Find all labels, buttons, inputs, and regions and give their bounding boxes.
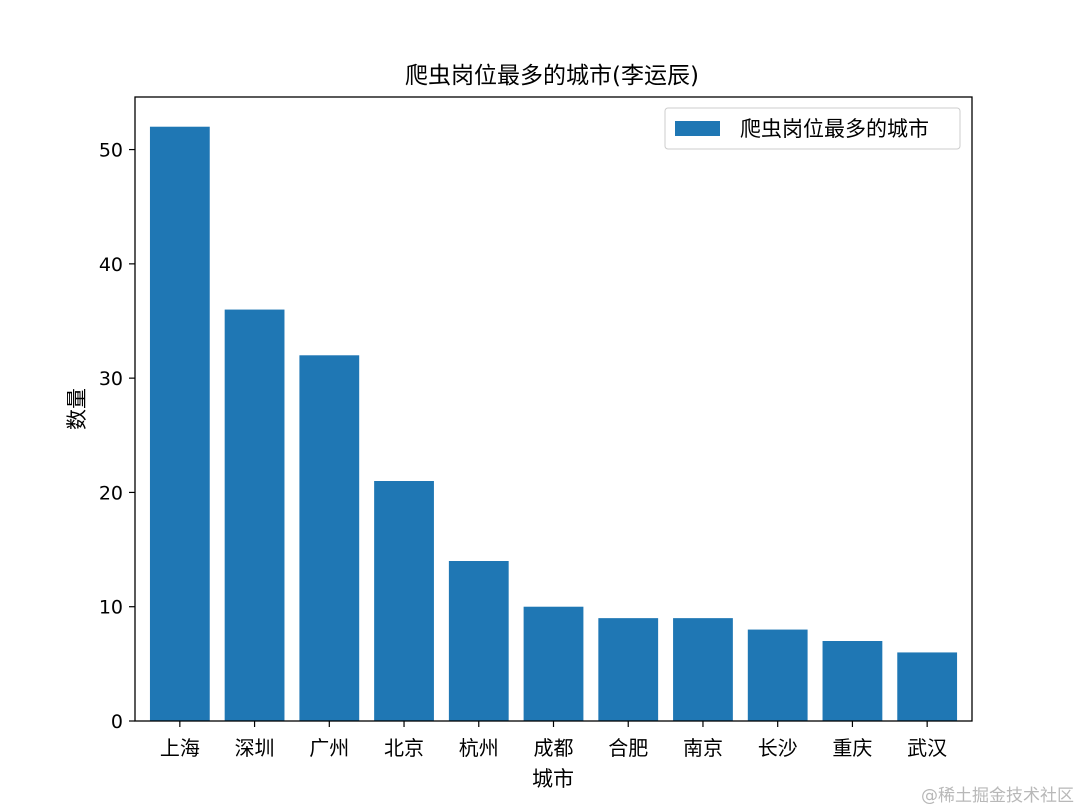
- bar-8: [747, 629, 808, 721]
- x-axis: 上海 深圳 广州 北京 杭州 成都 合肥 南京 长沙 重庆 武汉: [160, 721, 947, 760]
- x-tick-label: 长沙: [758, 736, 798, 760]
- watermark: @稀土掘金技术社区: [921, 786, 1074, 806]
- legend-label: 爬虫岗位最多的城市: [740, 117, 929, 141]
- y-tick-label: 0: [111, 711, 123, 733]
- y-tick-label: 20: [99, 482, 123, 504]
- bar-10: [897, 652, 958, 721]
- bar-4: [448, 561, 509, 721]
- bar-6: [598, 618, 659, 721]
- bars-group: [149, 126, 958, 721]
- y-axis-title: 数量: [65, 388, 89, 430]
- bar-1: [224, 309, 285, 721]
- x-tick-label: 北京: [384, 736, 424, 760]
- x-tick-label: 上海: [160, 736, 200, 760]
- bar-7: [673, 618, 733, 721]
- y-tick-label: 30: [99, 368, 123, 390]
- bar-3: [374, 481, 434, 721]
- bar-9: [822, 641, 883, 721]
- x-tick-label: 重庆: [832, 736, 872, 760]
- x-tick-label: 南京: [683, 736, 723, 760]
- y-tick-label: 40: [99, 254, 123, 276]
- bar-0: [149, 126, 210, 721]
- x-tick-label: 合肥: [608, 736, 648, 760]
- y-tick-label: 50: [99, 140, 123, 162]
- bar-2: [299, 355, 360, 721]
- y-axis: 0 10 20 30 40 50: [99, 140, 135, 733]
- chart-title: 爬虫岗位最多的城市(李运辰): [405, 63, 699, 89]
- x-axis-title: 城市: [532, 767, 574, 791]
- legend-swatch: [675, 121, 720, 136]
- x-tick-label: 成都: [534, 736, 574, 760]
- plot-frame: [134, 96, 973, 722]
- x-tick-label: 杭州: [459, 736, 499, 760]
- legend: 爬虫岗位最多的城市: [664, 107, 961, 150]
- x-tick-label: 武汉: [907, 736, 947, 760]
- y-tick-label: 10: [99, 597, 123, 619]
- x-tick-label: 广州: [309, 736, 349, 760]
- legend-box: [664, 107, 961, 150]
- x-tick-label: 深圳: [235, 736, 275, 760]
- bar-5: [523, 606, 584, 721]
